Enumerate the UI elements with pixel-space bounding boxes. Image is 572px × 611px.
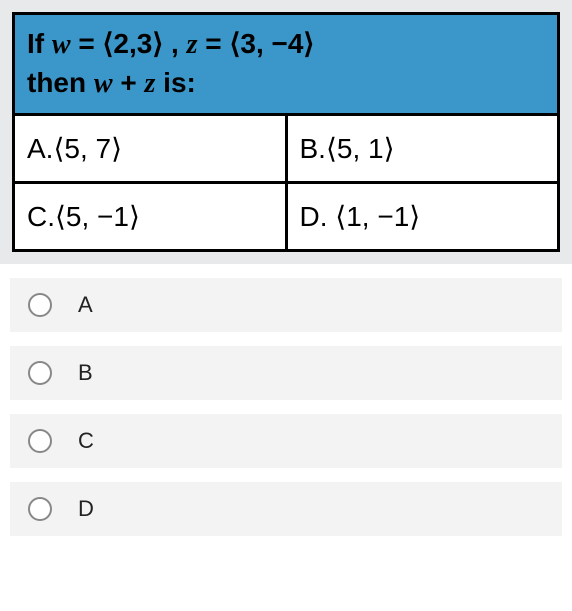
q-sum-z: z <box>145 68 156 99</box>
q-w-vec: ⟨2,3⟩ <box>103 28 164 59</box>
cell-c: C.⟨5, −1⟩ <box>14 182 287 250</box>
cell-d-label: D. <box>300 201 336 232</box>
choice-c[interactable]: C <box>10 414 562 468</box>
q-prefix: If <box>27 28 52 59</box>
choice-a-label: A <box>78 292 93 318</box>
q-w-var: w <box>52 29 71 60</box>
cell-b-vec: ⟨5, 1⟩ <box>326 133 395 164</box>
cell-b: B.⟨5, 1⟩ <box>286 114 559 182</box>
cell-d: D. ⟨1, −1⟩ <box>286 182 559 250</box>
q-line2-prefix: then <box>27 67 94 98</box>
q-eq1: = <box>71 28 103 59</box>
q-eq2: = <box>198 28 230 59</box>
radio-icon[interactable] <box>28 293 52 317</box>
q-sum-plus: + <box>113 67 145 98</box>
cell-a: A.⟨5, 7⟩ <box>14 114 287 182</box>
q-z-var: z <box>187 29 198 60</box>
choice-d-label: D <box>78 496 94 522</box>
q-line2-suffix: is: <box>155 67 195 98</box>
cell-a-vec: ⟨5, 7⟩ <box>53 133 122 164</box>
q-sum-w: w <box>94 68 113 99</box>
radio-icon[interactable] <box>28 429 52 453</box>
choice-c-label: C <box>78 428 94 454</box>
question-table: If w = ⟨2,3⟩ , z = ⟨3, −4⟩ then w + z is… <box>12 12 560 252</box>
cell-c-label: C. <box>27 201 55 232</box>
cell-d-vec: ⟨1, −1⟩ <box>335 201 420 232</box>
choice-b-label: B <box>78 360 93 386</box>
q-z-vec: ⟨3, −4⟩ <box>229 28 314 59</box>
question-table-container: If w = ⟨2,3⟩ , z = ⟨3, −4⟩ then w + z is… <box>0 0 572 264</box>
question-header: If w = ⟨2,3⟩ , z = ⟨3, −4⟩ then w + z is… <box>14 14 559 115</box>
cell-a-label: A. <box>27 133 53 164</box>
q-comma: , <box>163 28 186 59</box>
cell-b-label: B. <box>300 133 326 164</box>
choice-b[interactable]: B <box>10 346 562 400</box>
radio-icon[interactable] <box>28 497 52 521</box>
answer-choices: A B C D <box>0 264 572 536</box>
cell-c-vec: ⟨5, −1⟩ <box>55 201 140 232</box>
choice-d[interactable]: D <box>10 482 562 536</box>
choice-a[interactable]: A <box>10 278 562 332</box>
radio-icon[interactable] <box>28 361 52 385</box>
